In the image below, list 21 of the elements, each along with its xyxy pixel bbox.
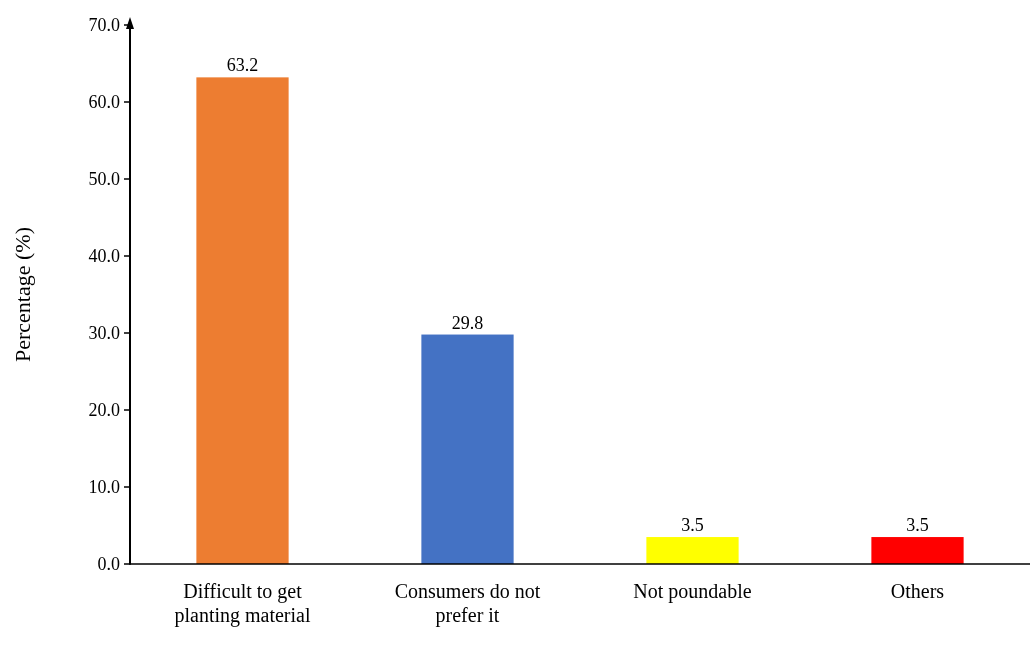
bar (871, 537, 964, 564)
x-tick-label: Others (890, 580, 945, 602)
y-tick-label: 70.0 (88, 15, 120, 36)
y-tick-label: 0.0 (97, 554, 120, 575)
x-tick-label: Consumers do not prefer it (394, 580, 541, 627)
y-tick-label: 60.0 (88, 92, 120, 113)
y-tick-label: 10.0 (88, 477, 120, 498)
bar (646, 537, 739, 564)
data-label: 63.2 (226, 55, 259, 76)
x-tick-label: Difficult to get planting material (174, 580, 311, 627)
y-tick-label: 30.0 (88, 323, 120, 344)
data-label: 29.8 (451, 312, 484, 333)
y-axis-title: Percentage (%) (10, 227, 35, 362)
bar (421, 334, 514, 564)
data-label: 3.5 (681, 515, 704, 536)
y-tick-label: 40.0 (88, 246, 120, 267)
bar (196, 77, 289, 564)
y-tick-label: 20.0 (88, 400, 120, 421)
y-tick-label: 50.0 (88, 169, 120, 190)
x-tick-label: Not poundable (633, 580, 752, 603)
data-label: 3.5 (906, 515, 929, 536)
